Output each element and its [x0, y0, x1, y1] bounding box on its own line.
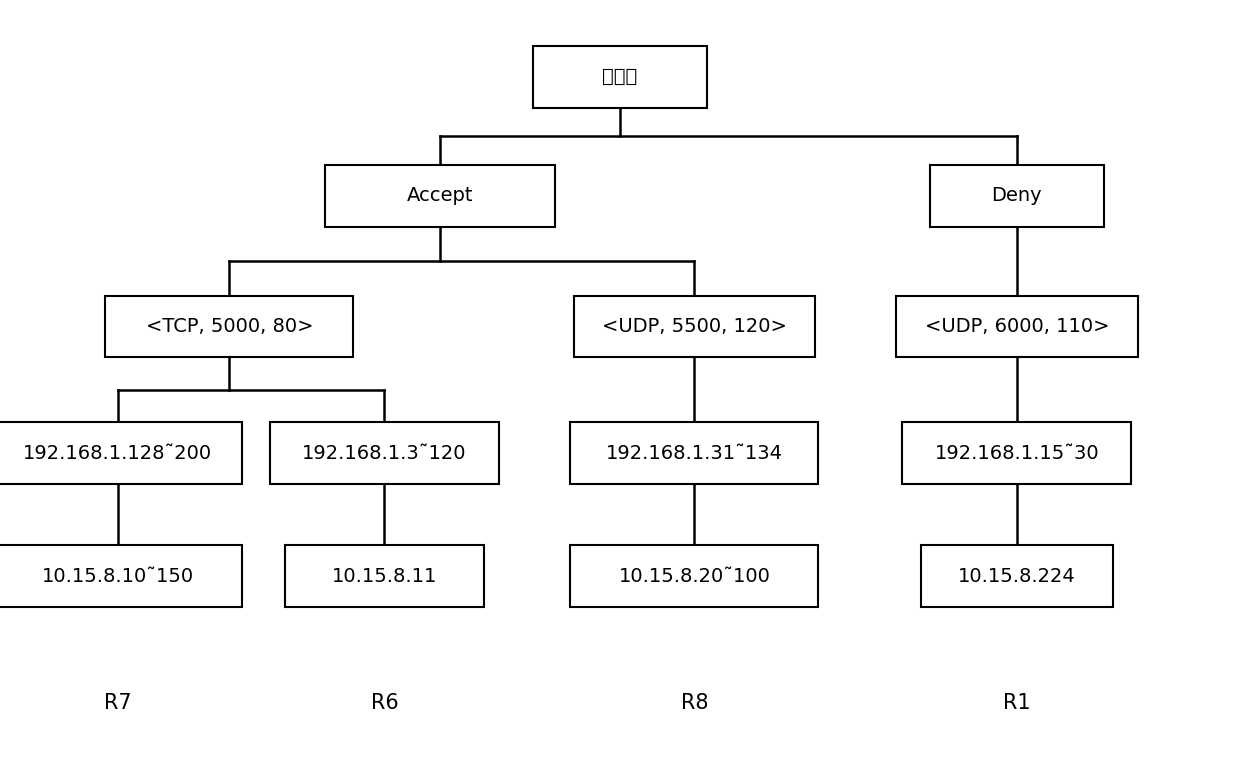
- FancyBboxPatch shape: [930, 165, 1104, 227]
- Text: 10.15.8.20˜100: 10.15.8.20˜100: [619, 567, 770, 585]
- FancyBboxPatch shape: [325, 165, 556, 227]
- FancyBboxPatch shape: [105, 296, 353, 357]
- Text: R1: R1: [1003, 693, 1030, 713]
- FancyBboxPatch shape: [570, 545, 818, 607]
- Text: <UDP, 6000, 110>: <UDP, 6000, 110>: [925, 317, 1109, 336]
- Text: 192.168.1.3˜120: 192.168.1.3˜120: [303, 444, 466, 462]
- Text: 10.15.8.11: 10.15.8.11: [332, 567, 436, 585]
- FancyBboxPatch shape: [920, 545, 1112, 607]
- FancyBboxPatch shape: [570, 422, 818, 484]
- Text: R7: R7: [104, 693, 131, 713]
- Text: 192.168.1.15˜30: 192.168.1.15˜30: [935, 444, 1099, 462]
- FancyBboxPatch shape: [0, 545, 242, 607]
- FancyBboxPatch shape: [0, 422, 242, 484]
- Text: 10.15.8.224: 10.15.8.224: [959, 567, 1075, 585]
- Text: Accept: Accept: [407, 187, 474, 205]
- FancyBboxPatch shape: [270, 422, 498, 484]
- Text: <UDP, 5500, 120>: <UDP, 5500, 120>: [601, 317, 787, 336]
- FancyBboxPatch shape: [533, 46, 707, 108]
- Text: 192.168.1.128˜200: 192.168.1.128˜200: [24, 444, 212, 462]
- FancyBboxPatch shape: [285, 545, 484, 607]
- Text: 10.15.8.10˜150: 10.15.8.10˜150: [42, 567, 193, 585]
- Text: 192.168.1.31˜134: 192.168.1.31˜134: [606, 444, 782, 462]
- Text: Deny: Deny: [992, 187, 1042, 205]
- Text: R6: R6: [371, 693, 398, 713]
- Text: 规则集: 规则集: [603, 68, 637, 86]
- FancyBboxPatch shape: [895, 296, 1138, 357]
- FancyBboxPatch shape: [901, 422, 1131, 484]
- FancyBboxPatch shape: [573, 296, 816, 357]
- Text: <TCP, 5000, 80>: <TCP, 5000, 80>: [145, 317, 314, 336]
- Text: R8: R8: [681, 693, 708, 713]
